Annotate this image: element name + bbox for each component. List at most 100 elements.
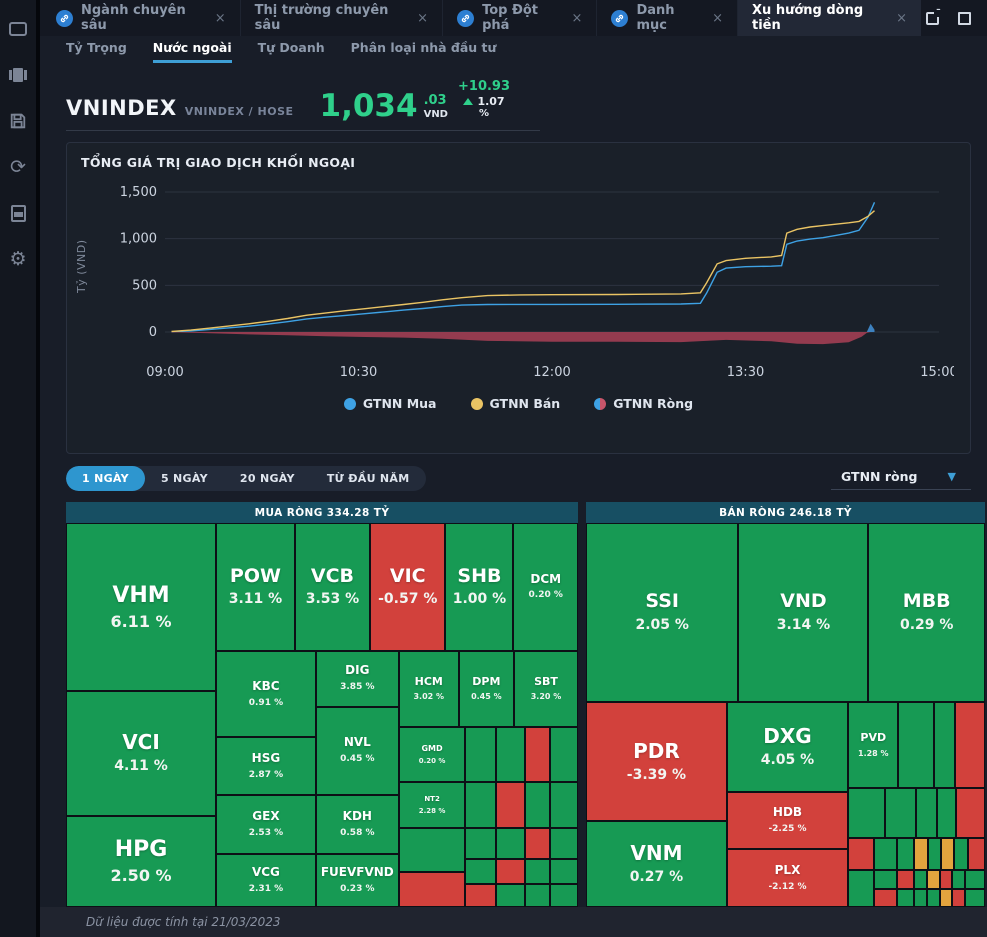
- treemap-tile-HCM[interactable]: HCM 3.02 %: [398, 650, 459, 727]
- treemap-tile[interactable]: [550, 782, 578, 829]
- tab-4[interactable]: Danh mục ×: [597, 0, 739, 36]
- treemap-tile[interactable]: [926, 870, 940, 890]
- treemap-tile-FUEVFVND[interactable]: FUEVFVND 0.23 %: [315, 854, 399, 907]
- window-icon[interactable]: [7, 18, 29, 40]
- treemap-tile-PVD[interactable]: PVD 1.28 %: [848, 701, 899, 789]
- treemap-tile-VNM[interactable]: VNM 0.27 %: [586, 820, 727, 907]
- treemap-tile-PLX[interactable]: PLX -2.12 %: [726, 849, 849, 907]
- settings-icon[interactable]: ⚙: [9, 247, 27, 270]
- treemap-tile[interactable]: [940, 838, 955, 871]
- treemap-tile[interactable]: [939, 889, 953, 907]
- treemap-tile[interactable]: [524, 859, 551, 884]
- subtab-3[interactable]: Tự Doanh: [257, 40, 325, 55]
- treemap-tile[interactable]: [913, 838, 928, 871]
- treemap-tile[interactable]: [848, 838, 875, 871]
- open-external-icon[interactable]: [921, 6, 943, 29]
- treemap-tile-NT2[interactable]: NT2 2.28 %: [398, 782, 466, 829]
- treemap-tile[interactable]: [465, 782, 497, 829]
- treemap-tile[interactable]: [965, 889, 985, 907]
- panels-icon[interactable]: [7, 64, 29, 86]
- treemap-tile-DPM[interactable]: DPM 0.45 %: [458, 650, 514, 727]
- treemap-tile[interactable]: [896, 889, 914, 907]
- treemap-tile[interactable]: [550, 828, 578, 859]
- treemap-tile[interactable]: [926, 889, 940, 907]
- tab-1[interactable]: Ngành chuyên sâu ×: [42, 0, 241, 36]
- treemap-tile-HDB[interactable]: HDB -2.25 %: [726, 791, 849, 850]
- treemap-tile-VIC[interactable]: VIC -0.57 %: [370, 523, 446, 651]
- range-button-2[interactable]: 5 NGÀY: [160, 471, 208, 485]
- treemap-tile[interactable]: [465, 859, 497, 884]
- treemap-tile[interactable]: [848, 870, 875, 907]
- tab-close-icon[interactable]: ×: [896, 10, 907, 26]
- treemap-tile[interactable]: [848, 788, 886, 839]
- treemap-tile-VND[interactable]: VND 3.14 %: [738, 523, 869, 702]
- treemap-tile[interactable]: [927, 838, 941, 871]
- treemap-tile[interactable]: [915, 788, 938, 839]
- treemap-tile-KBC[interactable]: KBC 0.91 %: [216, 650, 316, 738]
- treemap-tile[interactable]: [524, 782, 551, 829]
- treemap-tile[interactable]: [496, 726, 525, 783]
- treemap-tile[interactable]: [550, 859, 578, 884]
- treemap-tile[interactable]: [398, 872, 466, 907]
- treemap-tile[interactable]: [398, 828, 466, 873]
- tab-close-icon[interactable]: ×: [712, 10, 724, 26]
- treemap-tile-HSG[interactable]: HSG 2.87 %: [216, 737, 316, 795]
- treemap-tile[interactable]: [913, 870, 927, 890]
- export-xlsx-icon[interactable]: [7, 202, 29, 224]
- subtab-1[interactable]: Tỷ Trọng: [66, 40, 127, 55]
- treemap-tile[interactable]: [874, 870, 897, 890]
- treemap-tile[interactable]: [496, 828, 525, 859]
- refresh-icon[interactable]: ⟳: [10, 155, 26, 178]
- treemap-tile-POW[interactable]: POW 3.11 %: [216, 523, 295, 651]
- treemap-tile[interactable]: [465, 828, 497, 859]
- tab-close-icon[interactable]: ×: [571, 10, 583, 26]
- tab-close-icon[interactable]: ×: [214, 10, 226, 26]
- subtab-2[interactable]: Nước ngoài: [152, 36, 232, 63]
- treemap-tile[interactable]: [550, 726, 578, 783]
- treemap-tile[interactable]: [896, 870, 914, 890]
- range-button-1[interactable]: 1 NGÀY: [66, 465, 145, 491]
- treemap-tile[interactable]: [967, 838, 985, 871]
- treemap-tile-VCI[interactable]: VCI 4.11 %: [66, 691, 217, 816]
- treemap-tile-KDH[interactable]: KDH 0.58 %: [315, 794, 399, 854]
- treemap-tile[interactable]: [954, 838, 968, 871]
- tab-3[interactable]: Top Đột phá ×: [443, 0, 598, 36]
- treemap-tile-HPG[interactable]: HPG 2.50 %: [66, 815, 217, 907]
- treemap-tile[interactable]: [896, 838, 914, 871]
- treemap-tile-VCB[interactable]: VCB 3.53 %: [294, 523, 371, 651]
- treemap-tile-VHM[interactable]: VHM 6.11 %: [66, 523, 217, 692]
- treemap-tile[interactable]: [965, 870, 985, 890]
- treemap-tile[interactable]: [955, 701, 985, 789]
- treemap-tile-MBB[interactable]: MBB 0.29 %: [868, 523, 985, 702]
- treemap-tile-NVL[interactable]: NVL 0.45 %: [315, 706, 399, 795]
- treemap-tile[interactable]: [913, 889, 927, 907]
- treemap-tile-GMD[interactable]: GMD 0.20 %: [398, 726, 466, 783]
- range-button-3[interactable]: 20 NGÀY: [239, 471, 295, 485]
- treemap-tile[interactable]: [939, 870, 953, 890]
- treemap-tile[interactable]: [874, 838, 897, 871]
- tab-2[interactable]: Thị trường chuyên sâu ×: [241, 0, 444, 36]
- treemap-tile-DXG[interactable]: DXG 4.05 %: [726, 701, 849, 792]
- treemap-tile[interactable]: [465, 883, 497, 907]
- treemap-tile[interactable]: [496, 782, 525, 829]
- treemap-tile[interactable]: [934, 701, 956, 789]
- treemap-tile[interactable]: [952, 889, 966, 907]
- treemap-tile-GEX[interactable]: GEX 2.53 %: [216, 794, 316, 854]
- treemap-tile[interactable]: [524, 883, 551, 907]
- treemap-tile[interactable]: [496, 859, 525, 884]
- treemap-tile[interactable]: [952, 870, 966, 890]
- subtab-4[interactable]: Phân loại nhà đầu tư: [350, 40, 497, 55]
- treemap-tile[interactable]: [496, 883, 525, 907]
- treemap-tile-SHB[interactable]: SHB 1.00 %: [445, 523, 514, 651]
- treemap-tile[interactable]: [956, 788, 985, 839]
- treemap-tile-PDR[interactable]: PDR -3.39 %: [586, 701, 727, 821]
- treemap-tile-VCG[interactable]: VCG 2.31 %: [216, 854, 316, 907]
- treemap-tile-SBT[interactable]: SBT 3.20 %: [514, 650, 578, 727]
- range-button-4[interactable]: TỪ ĐẦU NĂM: [326, 471, 410, 485]
- maximize-icon[interactable]: [953, 7, 975, 29]
- save-icon[interactable]: [7, 110, 29, 132]
- treemap-tile[interactable]: [937, 788, 957, 839]
- tab-5[interactable]: Xu hướng dòng tiền ×: [738, 0, 921, 36]
- treemap-tile[interactable]: [524, 726, 551, 783]
- treemap-tile[interactable]: [465, 726, 497, 783]
